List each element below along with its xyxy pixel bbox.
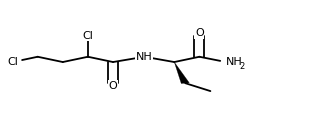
Polygon shape xyxy=(174,62,189,84)
Text: O: O xyxy=(109,81,117,91)
Text: NH: NH xyxy=(226,57,243,67)
Text: NH: NH xyxy=(136,52,153,62)
Text: Cl: Cl xyxy=(7,57,18,67)
Text: 2: 2 xyxy=(240,62,245,71)
Text: Cl: Cl xyxy=(83,31,93,41)
Text: O: O xyxy=(195,28,204,38)
